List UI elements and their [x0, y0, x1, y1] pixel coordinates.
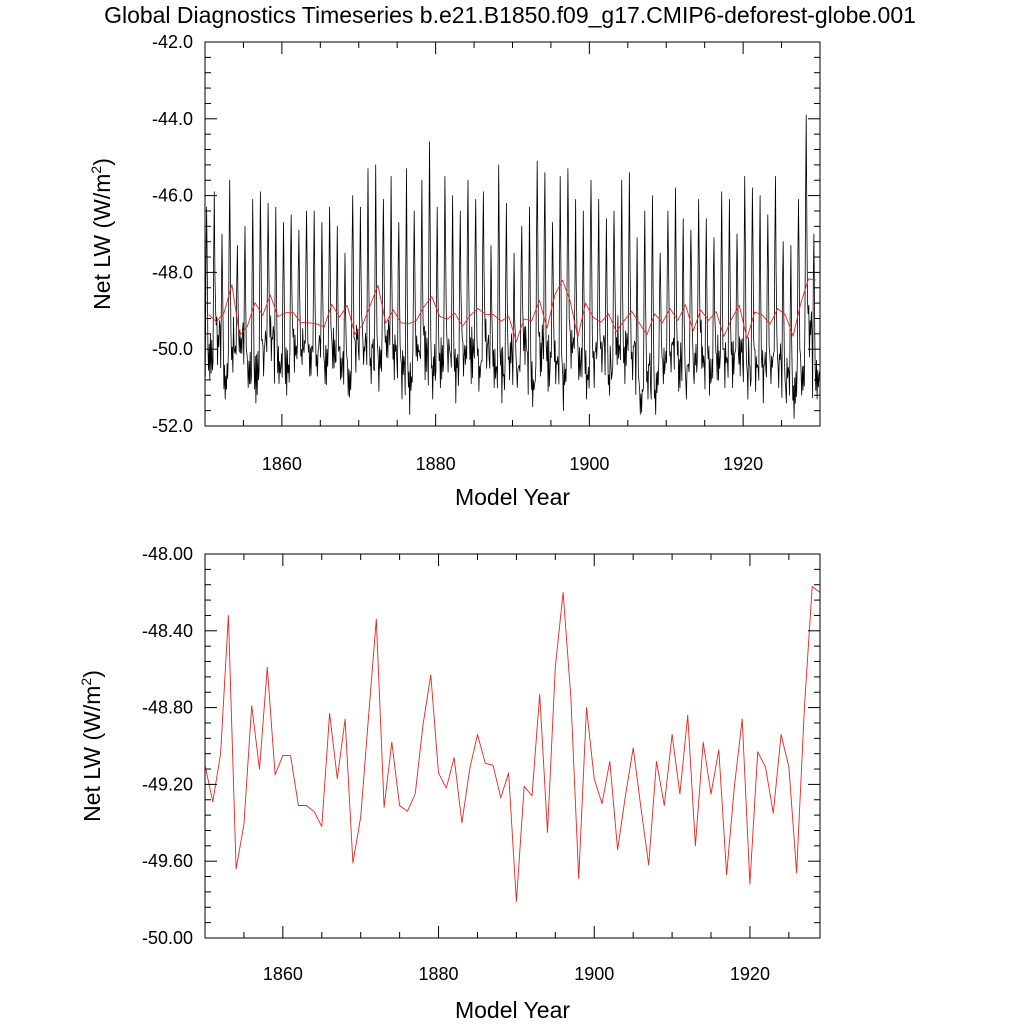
figure-title: Global Diagnostics Timeseries b.e21.B185… — [104, 2, 916, 28]
top-chart-panel: 1860 1880 1900 1920 -42.0 -44.0 -46.0 -48.0 -50.… — [88, 32, 821, 510]
bottom-chart-ticks — [205, 553, 820, 939]
top-chart-x-tick-label: 1920 — [723, 454, 763, 474]
top-chart-x-axis-label: Model Year — [455, 484, 570, 510]
bottom-chart-x-tick-label: 1860 — [263, 964, 303, 984]
bottom-chart-y-tick-label: -48.00 — [142, 544, 193, 564]
bottom-chart-series — [205, 586, 820, 902]
bottom-chart-minor-ticks — [204, 554, 820, 938]
bottom-chart-x-tick-label: 1880 — [419, 964, 459, 984]
top-chart-y-tick-label: -42.0 — [152, 32, 193, 52]
bottom-chart-x-axis-label: Model Year — [455, 997, 570, 1023]
bottom-chart-y-tick-label: -48.80 — [142, 698, 193, 718]
bottom-chart-y-axis-label: Net LW (W/m2) — [78, 670, 105, 822]
top-chart-ticks — [205, 41, 820, 427]
bottom-chart-panel: 1860 1880 1900 1920 -48.00 -48.40 -48.80 -49.20… — [78, 544, 821, 1023]
top-chart-tick-labels: 1860 1880 1900 1920 -42.0 -44.0 -46.0 -48.0 -50.… — [152, 32, 763, 474]
top-chart-y-tick-label: -46.0 — [152, 186, 193, 206]
top-chart-y-tick-label: -48.0 — [152, 262, 193, 282]
bottom-chart-tick-labels: 1860 1880 1900 1920 -48.00 -48.40 -48.80 -49.20… — [142, 544, 770, 984]
top-chart-y-tick-label: -52.0 — [152, 416, 193, 436]
top-chart-y-tick-label: -50.0 — [152, 339, 193, 359]
top-chart-y-axis-label: Net LW (W/m2) — [88, 158, 115, 310]
top-chart-x-tick-label: 1860 — [262, 454, 302, 474]
bottom-chart-y-tick-label: -48.40 — [142, 621, 193, 641]
bottom-chart-frame — [204, 553, 821, 939]
bottom-chart-x-tick-label: 1920 — [730, 964, 770, 984]
top-chart-minor-ticks — [204, 42, 821, 426]
top-chart-frame — [204, 41, 821, 427]
bottom-chart-y-tick-label: -50.00 — [142, 928, 193, 948]
top-chart-series-monthly — [205, 114, 820, 419]
bottom-chart-series-annual-mean — [205, 586, 820, 902]
top-chart-series-annual-mean — [208, 278, 817, 343]
bottom-chart-y-tick-label: -49.20 — [142, 774, 193, 794]
bottom-chart-y-tick-label: -49.60 — [142, 851, 193, 871]
top-chart-series — [205, 114, 820, 419]
top-chart-y-tick-label: -44.0 — [152, 109, 193, 129]
bottom-chart-x-tick-label: 1900 — [574, 964, 614, 984]
top-chart-x-tick-label: 1880 — [416, 454, 456, 474]
top-chart-x-tick-label: 1900 — [569, 454, 609, 474]
